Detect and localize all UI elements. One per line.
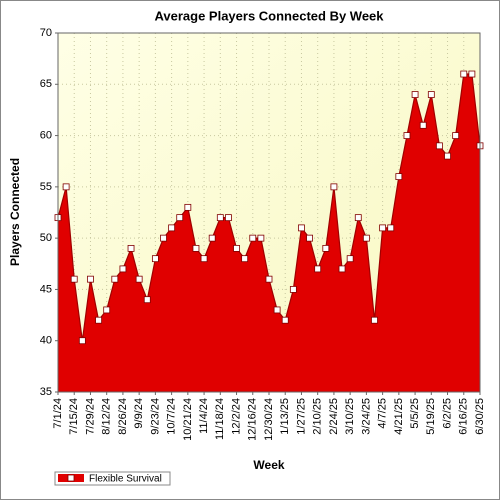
- x-tick-label: 12/16/24: [247, 398, 259, 441]
- marker: [289, 286, 297, 293]
- marker: [362, 234, 370, 242]
- x-tick-label: 11/4/24: [198, 398, 210, 434]
- x-tick-label: 11/18/24: [214, 398, 226, 440]
- x-tick-label: 8/12/24: [101, 398, 113, 435]
- x-tick-label: 7/1/24: [52, 398, 64, 429]
- marker: [103, 306, 111, 314]
- x-axis-title: Week: [253, 458, 284, 472]
- plot-border: [57, 32, 481, 393]
- y-tick-label: 65: [40, 78, 52, 90]
- marker: [249, 234, 257, 242]
- y-tick-label: 45: [40, 283, 52, 295]
- x-tick-label: 5/19/25: [425, 398, 437, 435]
- marker: [281, 316, 289, 324]
- marker: [330, 183, 338, 191]
- marker: [306, 234, 313, 242]
- marker: [168, 224, 176, 232]
- marker: [257, 234, 265, 242]
- x-tick-label: 3/10/25: [344, 398, 356, 435]
- marker: [216, 214, 224, 222]
- marker: [419, 121, 427, 129]
- x-tick-label: 12/30/24: [263, 398, 275, 441]
- marker: [452, 132, 460, 139]
- marker: [444, 152, 451, 160]
- x-tick-label: 6/16/25: [458, 398, 470, 435]
- marker: [151, 255, 159, 263]
- marker: [298, 224, 305, 232]
- y-axis-title: Players Connected: [8, 158, 22, 266]
- y-tick-label: 60: [40, 129, 52, 141]
- marker: [379, 224, 387, 232]
- marker: [200, 255, 208, 263]
- x-tick-label: 9/23/24: [149, 398, 161, 435]
- x-tick-label: 2/24/25: [328, 398, 340, 435]
- marker: [427, 91, 435, 98]
- marker: [241, 255, 249, 263]
- marker: [233, 244, 240, 252]
- marker: [273, 306, 281, 314]
- x-tick-label: 1/27/25: [295, 398, 307, 435]
- marker: [436, 142, 443, 150]
- legend-label: Flexible Survival: [89, 474, 162, 485]
- y-tick-label: 40: [40, 335, 52, 347]
- x-tick-label: 1/13/25: [279, 398, 291, 435]
- x-tick-label: 6/2/25: [441, 398, 453, 429]
- marker: [143, 296, 151, 304]
- marker: [265, 275, 273, 283]
- y-tick-label: 70: [40, 27, 52, 39]
- marker: [127, 244, 135, 252]
- marker: [387, 224, 395, 232]
- marker: [184, 203, 192, 211]
- x-tick-label: 7/29/24: [84, 398, 96, 435]
- marker: [135, 275, 143, 283]
- marker: [87, 275, 94, 283]
- marker: [460, 70, 468, 78]
- x-tick-label: 4/21/25: [393, 398, 405, 435]
- marker: [314, 265, 322, 273]
- marker: [395, 173, 403, 181]
- chart-title: Average Players Connected By Week: [154, 8, 384, 23]
- marker: [78, 337, 86, 345]
- marker: [322, 244, 330, 252]
- x-tick-label: 5/5/25: [409, 398, 421, 429]
- marker: [160, 234, 167, 242]
- area: [58, 74, 480, 393]
- x-tick-label: 3/24/25: [360, 398, 372, 435]
- marker: [62, 183, 70, 191]
- marker: [119, 265, 127, 273]
- marker: [338, 265, 346, 273]
- x-tick-label: 9/9/24: [133, 398, 145, 429]
- marker: [371, 316, 378, 324]
- x-tick-label: 12/2/24: [230, 398, 242, 435]
- marker: [225, 214, 232, 222]
- y-tick-label: 50: [40, 232, 52, 244]
- marker: [176, 214, 184, 222]
- y-tick-label: 35: [40, 386, 52, 398]
- x-tick-label: 4/7/25: [377, 398, 389, 429]
- marker: [95, 316, 102, 324]
- marker: [354, 214, 362, 222]
- x-tick-label: 6/30/25: [474, 398, 486, 435]
- x-tick-label: 8/26/24: [117, 398, 129, 435]
- marker: [70, 275, 78, 283]
- x-tick-label: 2/10/25: [312, 398, 324, 435]
- marker: [346, 255, 354, 263]
- marker: [403, 132, 411, 139]
- marker: [468, 70, 476, 78]
- legend-marker: [67, 474, 75, 482]
- x-tick-label: 10/7/24: [166, 398, 178, 435]
- y-tick-label: 55: [40, 181, 52, 193]
- x-tick-label: 10/21/24: [182, 398, 194, 441]
- marker: [111, 275, 119, 283]
- marker: [411, 91, 419, 98]
- marker: [208, 234, 216, 242]
- x-tick-label: 7/15/24: [68, 398, 80, 435]
- marker: [192, 244, 200, 252]
